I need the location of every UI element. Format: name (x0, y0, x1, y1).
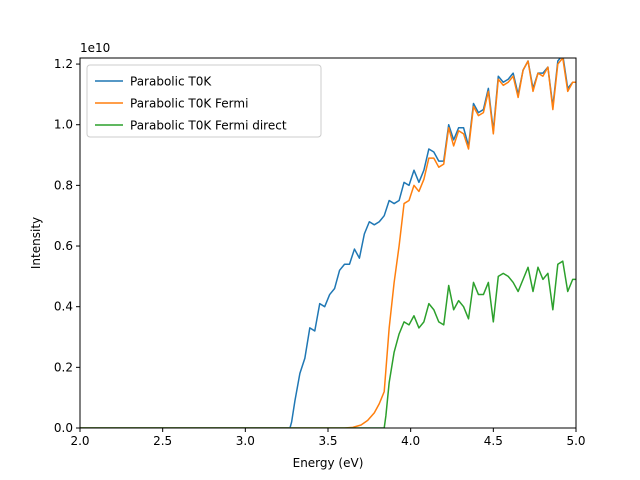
x-tick-label: 2.0 (70, 434, 89, 448)
plot-area (80, 58, 576, 428)
x-tick-label: 5.0 (566, 434, 585, 448)
legend-label: Parabolic T0K Fermi (130, 97, 248, 111)
legend: Parabolic T0K Parabolic T0K Fermi Paraboli… (86, 64, 322, 138)
legend-label: Parabolic T0K (130, 75, 212, 89)
x-tick-label: 2.5 (153, 434, 172, 448)
series-line-2 (80, 58, 576, 428)
axes-frame (79, 57, 577, 429)
y-tick-label: 1.0 (54, 118, 73, 132)
axis-ticks: 2.0 2.5 3.0 3.5 4.0 4.5 5.0 0.0 0.2 0.4 0.6 0.8 1.0 1… (54, 57, 586, 448)
y-axis-label: Intensity (29, 217, 43, 269)
x-axis-label: Energy (eV) (293, 456, 364, 470)
y-tick-label: 1.2 (54, 57, 73, 71)
y-tick-label: 0.0 (54, 421, 73, 435)
y-tick-label: 0.8 (54, 178, 73, 192)
y-tick-label: 0.2 (54, 360, 73, 374)
series-line-3 (80, 260, 576, 428)
legend-label: Parabolic T0K Fermi direct (130, 119, 287, 133)
x-tick-label: 4.0 (401, 434, 420, 448)
x-tick-label: 4.5 (484, 434, 503, 448)
legend-box (86, 64, 322, 138)
y-tick-label: 0.4 (54, 300, 73, 314)
y-tick-label: 0.6 (54, 239, 73, 253)
y-multiplier-label: 1e10 (80, 41, 110, 55)
x-tick-label: 3.0 (236, 434, 255, 448)
x-tick-label: 3.5 (318, 434, 337, 448)
